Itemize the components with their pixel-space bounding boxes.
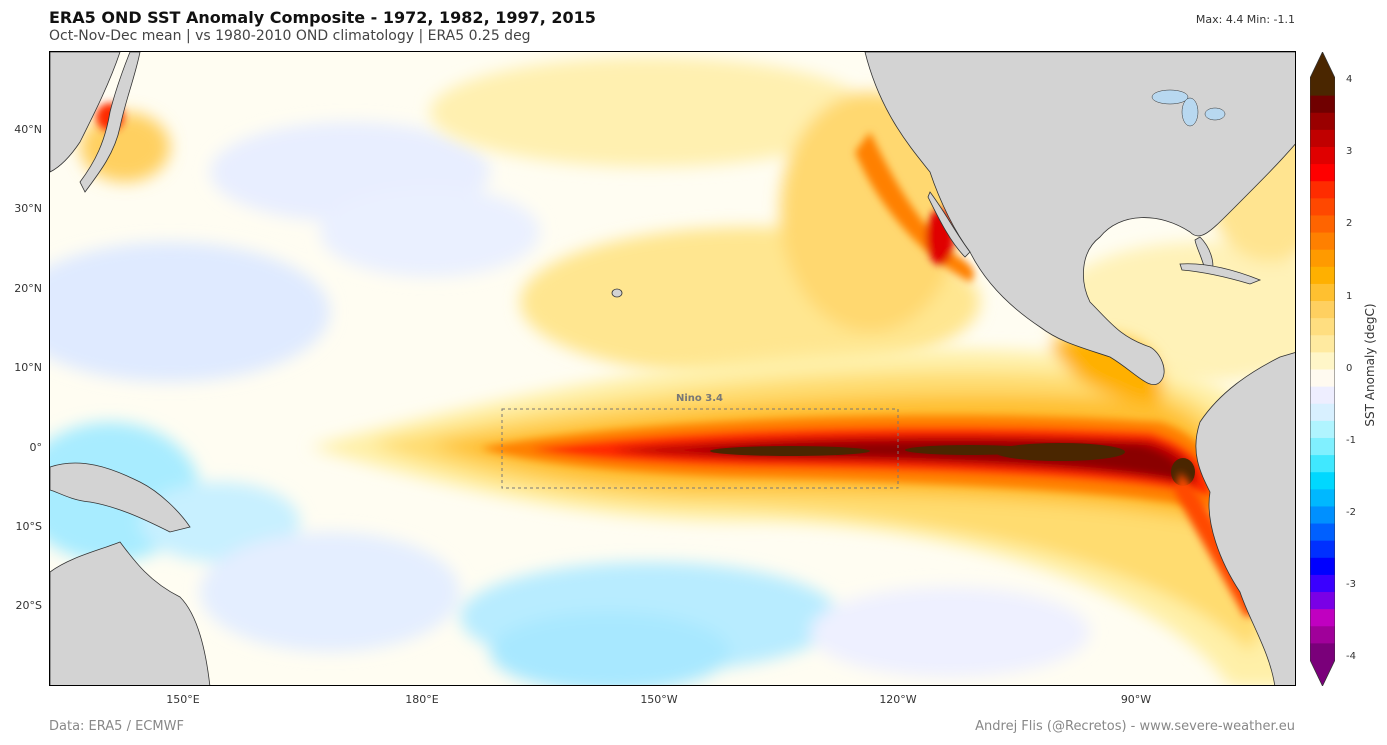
colorbar-segment [1310, 129, 1335, 147]
colorbar-segment [1310, 574, 1335, 593]
colorbar-segment [1310, 334, 1335, 353]
colorbar-tick: -2 [1346, 507, 1356, 518]
colorbar-segment [1310, 608, 1335, 627]
lon-label-90w: 90°W [1120, 693, 1152, 706]
data-source: Data: ERA5 / ECMWF [49, 719, 184, 734]
colorbar-tick: 3 [1346, 146, 1353, 157]
map-canvas [50, 52, 1295, 685]
lat-label-equator: 0° [29, 441, 43, 454]
colorbar-segment [1310, 197, 1335, 216]
lon-label-180: 180°E [405, 693, 439, 706]
colorbar-segment [1310, 214, 1335, 233]
cool-anomaly-areas [50, 122, 1090, 685]
map-title: ERA5 OND SST Anomaly Composite - 1972, 1… [49, 8, 596, 27]
nino34-box [501, 408, 899, 489]
colorbar-segment [1310, 317, 1335, 336]
great-lakes [1151, 89, 1226, 127]
colorbar-segment [1310, 180, 1335, 199]
colorbar-segment [1310, 625, 1335, 644]
lat-label-40n: 40°N [14, 123, 42, 136]
lat-label-20n: 20°N [14, 282, 42, 295]
colorbar-segment [1310, 386, 1335, 404]
colorbar-segment [1310, 437, 1335, 456]
colorbar-segment [1310, 420, 1335, 438]
colorbar-segment [1310, 369, 1335, 387]
lat-label-10s: 10°S [15, 520, 42, 533]
lon-label-150w: 150°W [640, 693, 678, 706]
colorbar-segment [1310, 249, 1335, 267]
lon-label-120w: 120°W [879, 693, 917, 706]
colorbar-segment [1310, 540, 1335, 558]
colorbar-segment [1310, 471, 1335, 490]
colorbar-segment [1310, 454, 1335, 473]
colorbar-extend-min [1310, 660, 1335, 686]
colorbar-segment [1310, 300, 1335, 319]
colorbar-extend-max [1310, 52, 1335, 78]
colorbar-tick: -3 [1346, 579, 1356, 590]
nino34-label: Nino 3.4 [676, 393, 723, 404]
colorbar-segment [1310, 505, 1335, 524]
colorbar-tick: 4 [1346, 74, 1353, 85]
colorbar-segment [1310, 232, 1335, 250]
colorbar-segment [1310, 78, 1335, 96]
colorbar-segment [1310, 557, 1335, 575]
colorbar-segment [1310, 642, 1335, 661]
colorbar-segment [1310, 591, 1335, 610]
colorbar-tick: -4 [1346, 651, 1356, 662]
colorbar-segment [1310, 112, 1335, 130]
max-anomaly-cells [710, 443, 1195, 486]
colorbar-segment [1310, 403, 1335, 421]
colorbar [1310, 52, 1335, 686]
colorbar-segment [1310, 266, 1335, 284]
colorbar-tick: 1 [1346, 291, 1353, 302]
colorbar-tick: 2 [1346, 218, 1353, 229]
colorbar-segment [1310, 523, 1335, 541]
author-credit: Andrej Flis (@Recretos) - www.severe-wea… [975, 719, 1295, 734]
lon-label-150e: 150°E [166, 693, 200, 706]
colorbar-segment [1310, 163, 1335, 182]
colorbar-segment [1310, 95, 1335, 113]
colorbar-segment [1310, 488, 1335, 507]
colorbar-segment [1310, 351, 1335, 370]
lat-label-30n: 30°N [14, 202, 42, 215]
land-masses [50, 52, 1295, 685]
max-min-readout: Max: 4.4 Min: -1.1 [1195, 13, 1295, 26]
lat-label-10n: 10°N [14, 361, 42, 374]
colorbar-segment [1310, 283, 1335, 302]
colorbar-tick: 0 [1346, 363, 1353, 374]
map-subtitle: Oct-Nov-Dec mean | vs 1980-2010 OND clim… [49, 28, 531, 44]
colorbar-tick: -1 [1346, 435, 1356, 446]
warm-midlat-areas [80, 57, 1295, 382]
colorbar-segment [1310, 146, 1335, 165]
sst-anomaly-map [49, 51, 1296, 686]
lat-label-20s: 20°S [15, 599, 42, 612]
colorbar-label: SST Anomaly (degC) [1363, 303, 1377, 427]
